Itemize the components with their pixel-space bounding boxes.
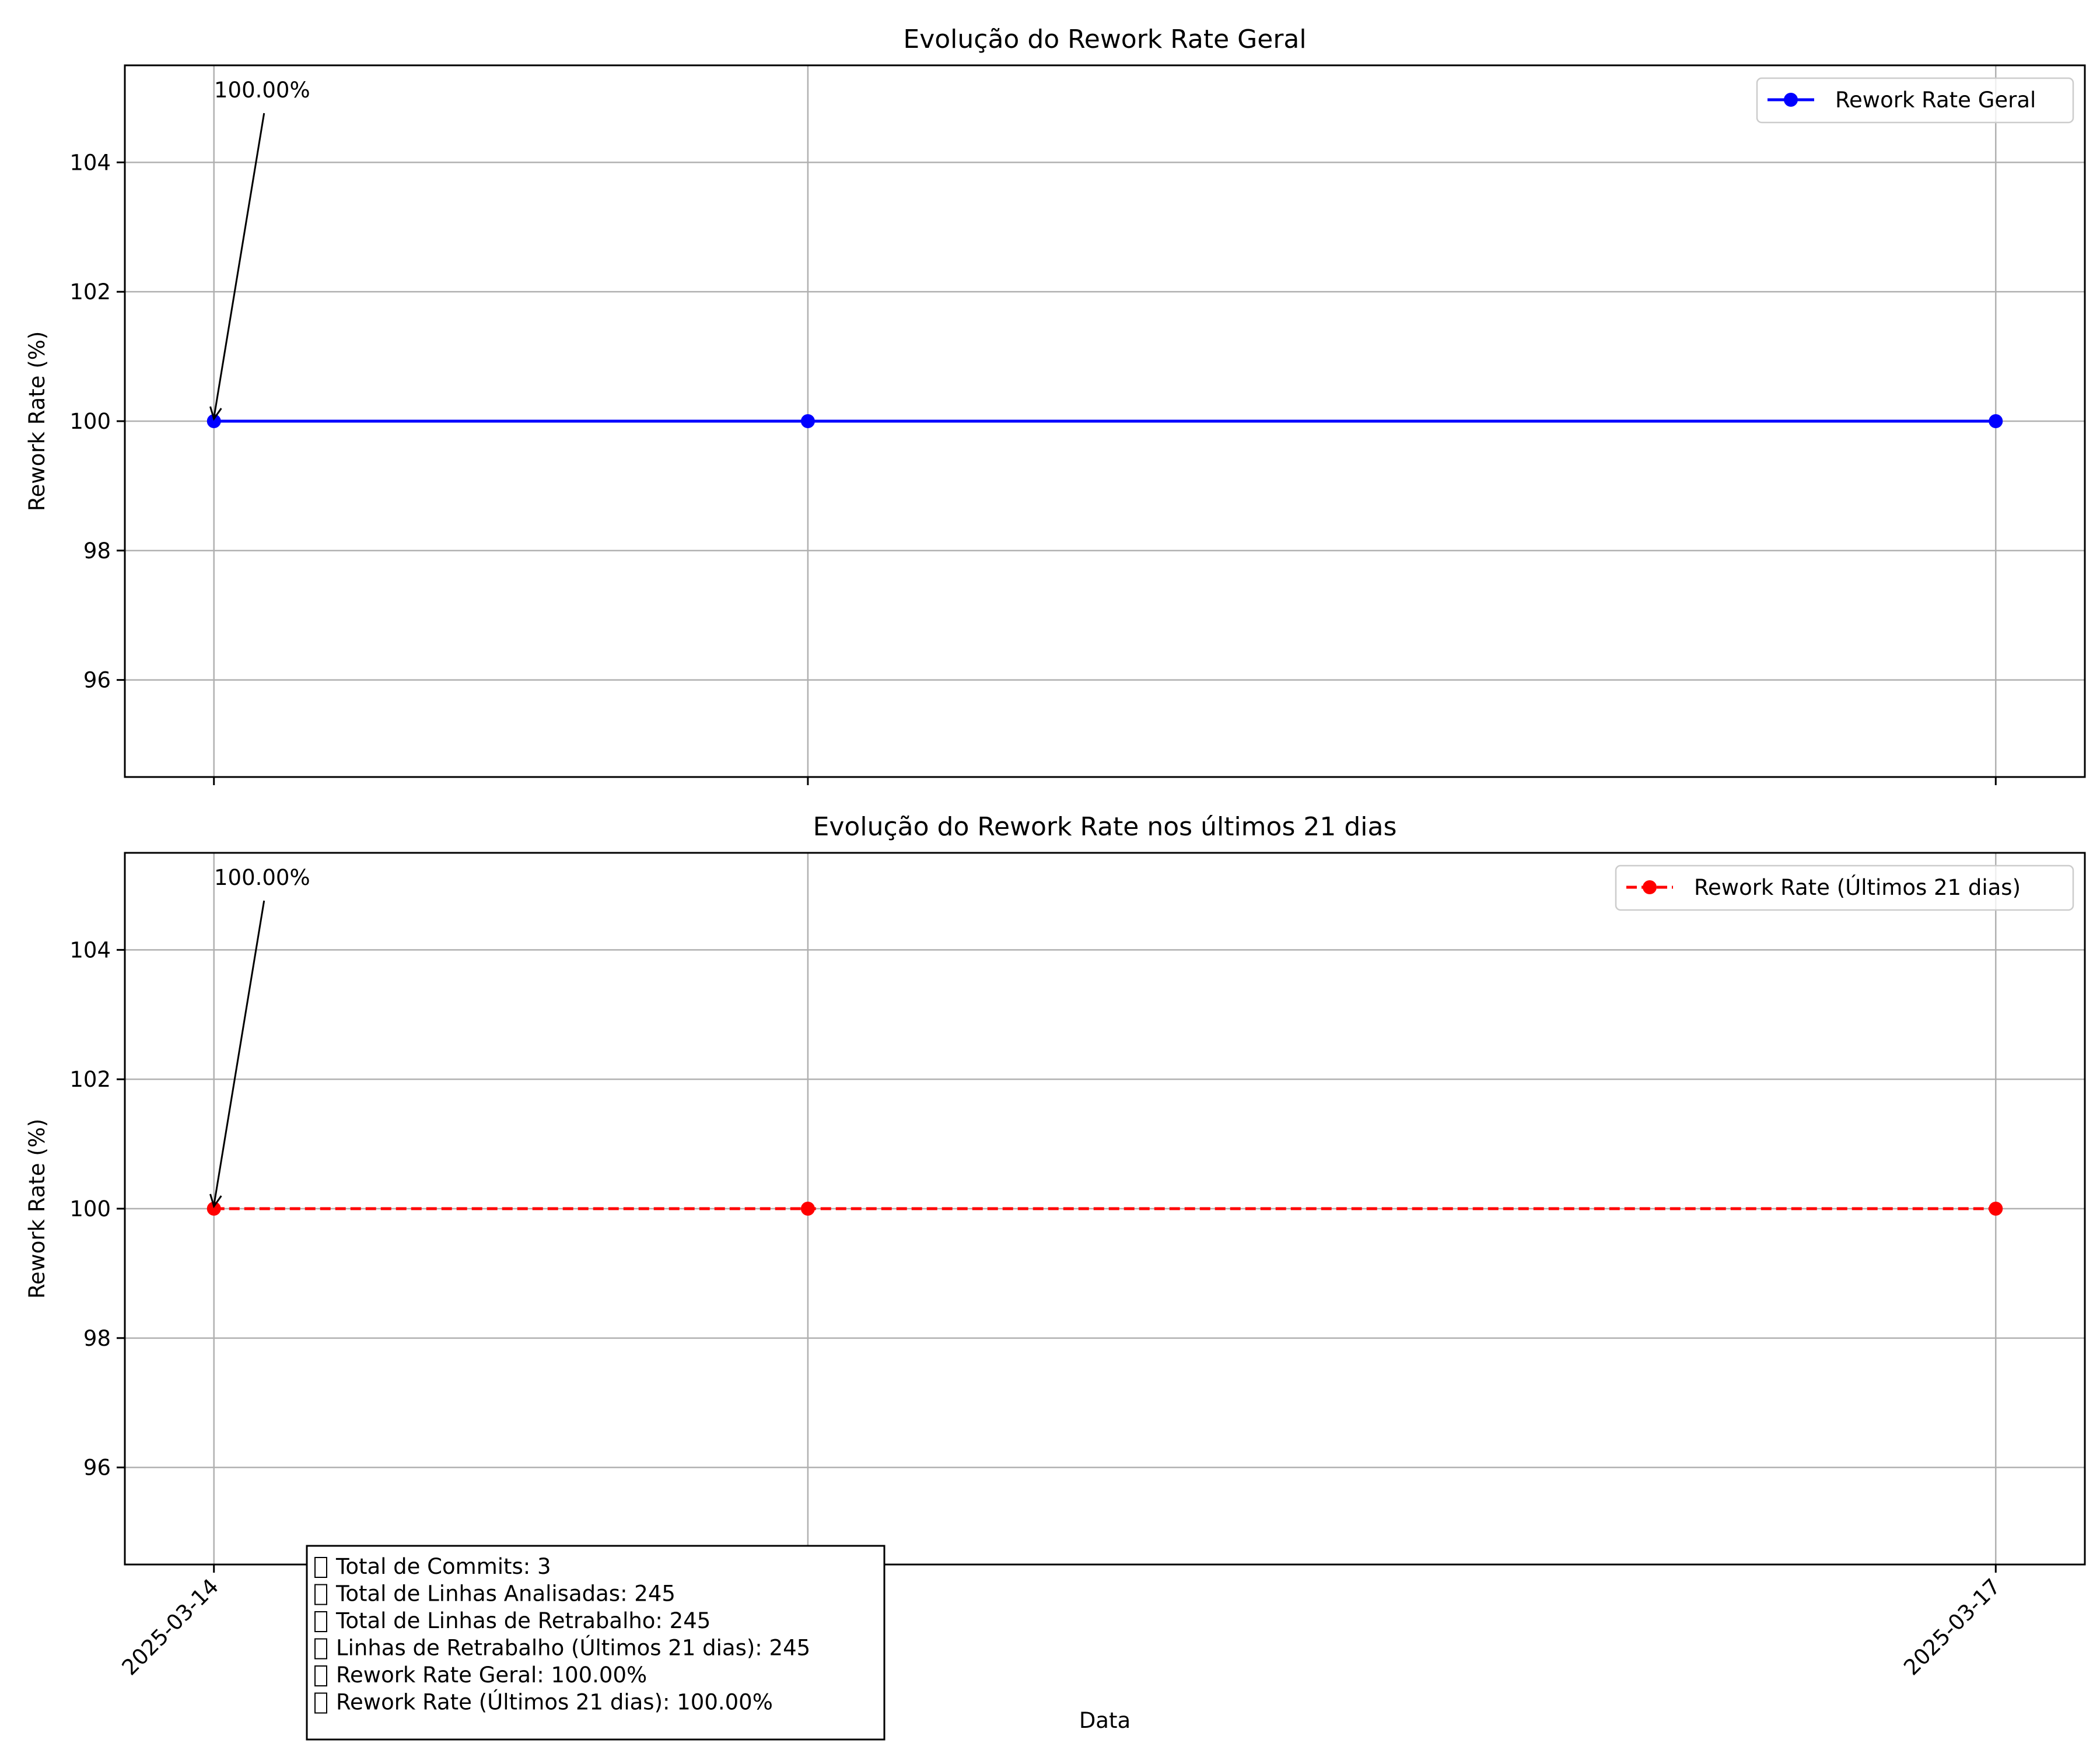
info-box-frame xyxy=(306,1545,886,1741)
missing-glyph-icon xyxy=(314,1665,327,1686)
annotation-arrow-shaft xyxy=(213,900,265,1206)
y-tick-label: 102 xyxy=(69,1067,111,1092)
chart-top-x-ticks xyxy=(213,777,1997,785)
chart-top: Evolução do Rework Rate Geral 96 98 100 102… xyxy=(24,24,2086,785)
missing-glyph-icon xyxy=(314,1611,327,1632)
y-tick-label: 98 xyxy=(83,538,111,564)
info-box-line: Total de Linhas de Retrabalho: 245 xyxy=(335,1608,710,1633)
y-tick-label: 96 xyxy=(83,668,111,693)
chart-bottom-y-label: Rework Rate (%) xyxy=(24,1119,50,1299)
y-tick-label: 100 xyxy=(69,1196,111,1222)
chart-top-legend-marker xyxy=(1784,93,1798,107)
y-tick-label: 100 xyxy=(69,409,111,434)
chart-bottom-annotation-label: 100.00% xyxy=(214,865,310,890)
chart-top-legend-box xyxy=(1756,77,2074,124)
annotation-arrow-shaft xyxy=(213,113,265,418)
chart-bottom-x-label: Data xyxy=(1079,1708,1130,1733)
chart-top-y-label: Rework Rate (%) xyxy=(24,331,50,512)
y-tick-label: 98 xyxy=(83,1326,111,1351)
y-tick-label: 104 xyxy=(69,150,111,175)
info-box-line: Rework Rate Geral: 100.00% xyxy=(336,1662,647,1688)
info-box-line: Rework Rate (Últimos 21 dias): 100.00% xyxy=(336,1689,773,1715)
chart-bottom-annotation-arrow xyxy=(209,900,265,1209)
y-tick-label: 104 xyxy=(69,937,111,963)
info-box-line: Total de Linhas Analisadas: 245 xyxy=(335,1581,676,1606)
missing-glyph-icon xyxy=(314,1692,327,1714)
chart-bottom-legend-label: Rework Rate (Últimos 21 dias) xyxy=(1694,874,2021,900)
annotation-arrow-head xyxy=(209,406,222,421)
chart-bottom-series xyxy=(206,1202,2003,1216)
info-box-line: Linhas de Retrabalho (Últimos 21 dias): … xyxy=(336,1635,810,1661)
data-point xyxy=(800,1202,815,1216)
chart-bottom-legend: Rework Rate (Últimos 21 dias) xyxy=(1615,864,2074,911)
info-box-line: Total de Commits: 3 xyxy=(335,1554,551,1579)
chart-top-title: Evolução do Rework Rate Geral xyxy=(903,24,1306,54)
chart-top-legend-label: Rework Rate Geral xyxy=(1835,88,2036,113)
annotation-arrow-head xyxy=(209,1194,222,1209)
chart-top-series xyxy=(206,414,2003,428)
chart-bottom-legend-box xyxy=(1615,864,2074,911)
chart-top-annotation-arrow xyxy=(209,113,265,421)
data-point xyxy=(1989,1202,2003,1216)
y-tick-label: 96 xyxy=(83,1455,111,1480)
chart-top-y-ticks: 96 98 100 102 104 xyxy=(69,150,125,693)
chart-bottom-title: Evolução do Rework Rate nos últimos 21 d… xyxy=(813,812,1397,842)
chart-top-legend: Rework Rate Geral xyxy=(1756,77,2074,124)
y-tick-label: 102 xyxy=(69,279,111,304)
chart-bottom-legend-marker xyxy=(1643,880,1657,894)
missing-glyph-icon xyxy=(314,1638,327,1660)
chart-bottom-y-ticks: 96 98 100 102 104 xyxy=(69,937,125,1480)
data-point xyxy=(206,1202,221,1216)
chart-top-annotation-label: 100.00% xyxy=(214,78,310,103)
data-point xyxy=(800,414,815,428)
data-point xyxy=(1989,414,2003,428)
missing-glyph-icon xyxy=(314,1584,327,1605)
missing-glyph-icon xyxy=(314,1557,327,1578)
data-point xyxy=(206,414,221,428)
